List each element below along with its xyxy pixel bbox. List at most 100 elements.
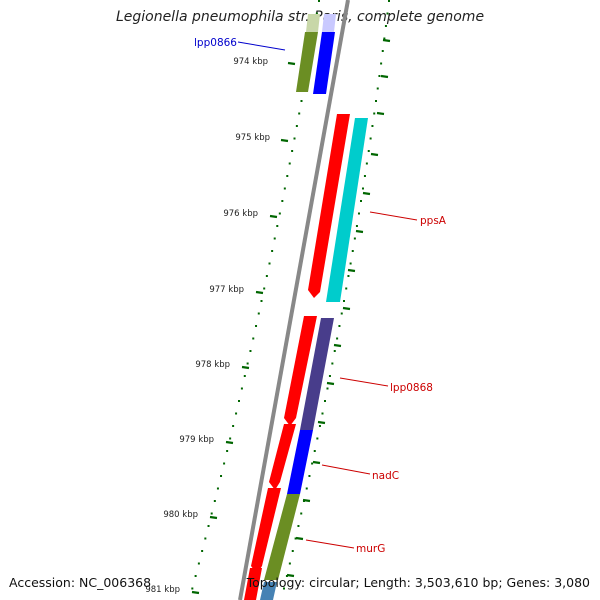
- tick-dot: [373, 112, 376, 115]
- cds-feature-olive-2[interactable]: [264, 494, 300, 580]
- genome-backbone: [238, 0, 350, 600]
- tick-dot: [194, 575, 197, 577]
- outer-tick-mark: [333, 343, 342, 348]
- tick-dot: [220, 475, 223, 477]
- leader-line-nadC: [321, 464, 371, 475]
- cds-feature-cyan-1[interactable]: [326, 118, 368, 302]
- tick-dot: [326, 387, 329, 390]
- tick-dot: [371, 125, 374, 127]
- tick-dot: [315, 12, 318, 15]
- cds-feature-top-faded[interactable]: [306, 14, 320, 32]
- tick-dot: [283, 187, 286, 190]
- tick-dot: [311, 462, 314, 465]
- tick-dot: [294, 537, 297, 540]
- kbp-tick-label: 978 kbp: [195, 360, 230, 370]
- tick-dot: [226, 450, 229, 452]
- tick-dot: [338, 325, 341, 327]
- cds-feature-olive-top[interactable]: [296, 32, 318, 92]
- gene-label-murG[interactable]: murG: [356, 543, 385, 555]
- tick-dot: [324, 400, 326, 402]
- outer-tick-mark: [302, 498, 311, 503]
- kbp-tick-label: 975 kbp: [235, 133, 270, 143]
- tick-dot: [286, 175, 289, 177]
- outer-tick-mark: [317, 420, 326, 425]
- tick-dot: [273, 237, 276, 240]
- outer-tick-trail: [282, 0, 390, 590]
- tick-dot: [300, 100, 303, 102]
- tick-dot: [257, 312, 260, 315]
- tick-dot: [213, 500, 216, 502]
- tick-dot: [333, 350, 336, 352]
- tick-dot: [268, 262, 271, 265]
- tick-dot: [381, 50, 384, 52]
- cds-feature-red-3[interactable]: [269, 424, 296, 490]
- tick-dot: [384, 25, 387, 27]
- tick-dot: [293, 137, 296, 140]
- tick-dot: [365, 162, 368, 165]
- gene-label-lpp0866[interactable]: lpp0866: [194, 37, 237, 49]
- tick-dot: [197, 562, 200, 565]
- tick-dot: [357, 212, 360, 215]
- leader-line-ppsA: [369, 211, 418, 221]
- tick-dot: [265, 275, 268, 277]
- tick-dot: [223, 462, 226, 465]
- tick-dot: [383, 37, 386, 40]
- cds-feature-red-5[interactable]: [244, 568, 262, 600]
- tick-marks: 974 kbp 975 kbp 976 kbp 977 kbp 978 kbp 979 k…: [145, 38, 391, 595]
- gene-label-lpp0868[interactable]: lpp0868: [390, 382, 433, 394]
- outer-tick-mark: [376, 111, 385, 116]
- tick-dot: [216, 487, 219, 490]
- tick-dot: [207, 525, 210, 527]
- cds-feature-steelblue[interactable]: [260, 582, 277, 600]
- accession-text: Accession: NC_006368: [9, 575, 152, 590]
- gene-label-nadC[interactable]: nadC: [372, 470, 399, 482]
- kbp-tick-mark: [255, 290, 264, 295]
- tick-dot: [263, 287, 266, 290]
- inner-tick-trail: [191, 0, 320, 590]
- tick-dot: [360, 200, 362, 202]
- gene-label-ppsA[interactable]: ppsA: [420, 215, 447, 227]
- tick-dot: [276, 225, 279, 227]
- tick-dot: [340, 312, 343, 315]
- tick-dot: [288, 162, 291, 165]
- tick-dot: [297, 525, 300, 527]
- tick-dot: [281, 200, 284, 202]
- kbp-tick-mark: [280, 138, 289, 143]
- tick-dot: [375, 100, 377, 102]
- outer-tick-mark: [295, 536, 304, 541]
- kbp-tick-mark: [269, 214, 278, 219]
- cds-feature-red-1[interactable]: [308, 114, 350, 298]
- tick-dot: [204, 537, 207, 540]
- tick-dot: [318, 0, 320, 2]
- tick-dot: [249, 350, 252, 352]
- tick-dot: [388, 0, 390, 2]
- kbp-tick-label: 976 kbp: [223, 209, 258, 219]
- tick-dot: [298, 112, 301, 115]
- tick-dot: [300, 512, 303, 515]
- tick-dot: [336, 337, 339, 340]
- kbp-tick-label: 977 kbp: [209, 285, 244, 295]
- outer-tick-mark: [326, 381, 335, 386]
- tick-dot: [378, 75, 381, 77]
- tick-dot: [355, 225, 358, 227]
- cds-feature-blue-2[interactable]: [287, 430, 313, 494]
- kbp-tick-mark: [191, 590, 200, 595]
- cds-feature-red-2[interactable]: [284, 316, 317, 426]
- kbp-tick-mark: [209, 515, 218, 520]
- cds-feature-red-4[interactable]: [251, 488, 281, 574]
- tick-dot: [345, 287, 348, 290]
- outer-tick-mark: [382, 38, 391, 43]
- cds-feature-blue-top[interactable]: [313, 32, 335, 94]
- kbp-tick-mark: [225, 440, 234, 445]
- cds-feature-purple-1[interactable]: [300, 318, 334, 430]
- tick-dot: [369, 137, 372, 140]
- cds-feature-top-faded-2[interactable]: [322, 14, 336, 32]
- tick-dot: [321, 412, 324, 415]
- leader-line-lpp0868: [339, 377, 389, 387]
- tick-dot: [295, 125, 298, 127]
- kbp-tick-mark: [287, 61, 296, 66]
- tick-dot: [243, 375, 246, 377]
- tick-dot: [282, 587, 285, 590]
- outer-tick-mark: [286, 573, 295, 578]
